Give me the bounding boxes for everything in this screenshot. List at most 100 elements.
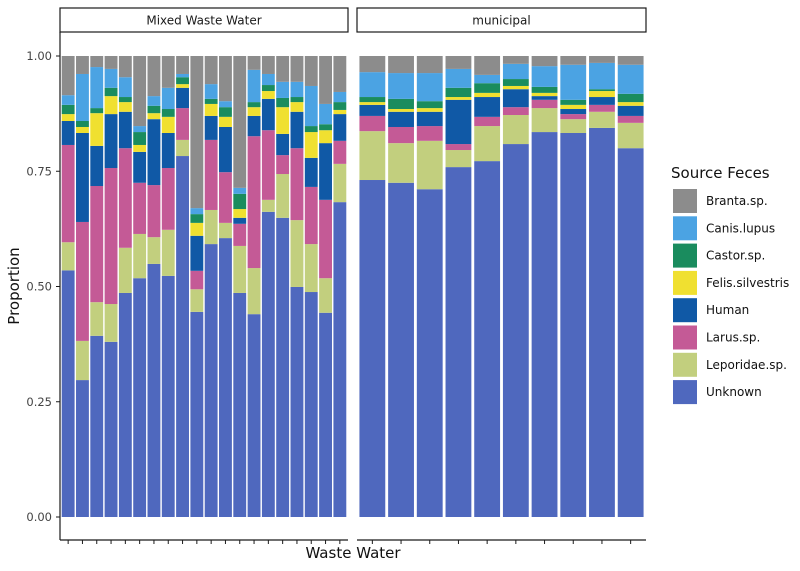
bar-stack <box>147 56 161 517</box>
bar-segment-felis-silvestris <box>233 209 247 218</box>
bar-segment-unknown <box>161 275 175 517</box>
bar-stack <box>589 56 615 518</box>
legend-key-castor-sp <box>673 243 697 268</box>
bar-segment-larus-sp <box>276 155 290 175</box>
bar-stack <box>261 56 275 517</box>
bar-segment-human <box>290 111 304 149</box>
bar-segment-human <box>61 121 75 145</box>
bar-segment-human <box>104 114 118 169</box>
bar-segment-castor-sp <box>560 99 587 105</box>
bar-segment-canis-lupus <box>474 74 501 84</box>
bar-segment-branta-sp <box>589 56 615 63</box>
bar-segment-leporidae-sp <box>502 115 529 145</box>
bar-segment-leporidae-sp <box>90 302 104 336</box>
bar-segment-human <box>147 119 161 186</box>
bar-segment-larus-sp <box>531 99 558 109</box>
bar-segment-canis-lupus <box>589 62 615 90</box>
bar-segment-unknown <box>118 292 132 517</box>
bar-segment-unknown <box>474 161 501 518</box>
bar-segment-human <box>445 99 472 145</box>
bar-segment-human <box>261 98 275 131</box>
bar-segment-human <box>190 235 204 271</box>
bar-stack <box>76 56 89 517</box>
bar-segment-human <box>617 105 644 116</box>
bar-segment-larus-sp <box>319 199 332 279</box>
bar-segment-human <box>247 115 261 137</box>
bar-segment-leporidae-sp <box>531 108 558 133</box>
bar-segment-castor-sp <box>161 109 175 117</box>
bar-segment-castor-sp <box>388 98 414 110</box>
bar-segment-branta-sp <box>474 56 501 75</box>
bar-segment-branta-sp <box>247 56 261 70</box>
bar-segment-canis-lupus <box>133 126 147 133</box>
y-ticks: 0.00 0.25 0.50 0.75 1.00 <box>26 49 60 524</box>
bar-segment-felis-silvestris <box>304 132 318 158</box>
bar-segment-unknown <box>104 341 118 517</box>
bar-segment-unknown <box>247 314 261 517</box>
bar-segment-leporidae-sp <box>233 245 247 293</box>
bar-segment-human <box>304 157 318 187</box>
bar-segment-castor-sp <box>104 87 118 97</box>
bar-segment-leporidae-sp <box>161 229 175 276</box>
bar-segment-leporidae-sp <box>333 163 347 203</box>
bar-segment-felis-silvestris <box>219 116 232 127</box>
legend-label: Felis.silvestris <box>706 276 789 290</box>
bar-segment-leporidae-sp <box>118 247 132 293</box>
bar-segment-branta-sp <box>502 56 529 64</box>
bar-segment-human <box>204 115 218 140</box>
bar-segment-leporidae-sp <box>589 111 615 128</box>
bar-segment-unknown <box>133 278 147 517</box>
bar-segment-leporidae-sp <box>76 340 89 381</box>
bar-segment-branta-sp <box>61 56 75 96</box>
bar-stack <box>319 56 332 517</box>
bar-stack <box>118 56 132 517</box>
x-axis-title: Waste Water <box>305 544 401 562</box>
bar-stack <box>190 56 204 517</box>
bar-segment-canis-lupus <box>617 64 644 94</box>
bar-stack <box>304 56 318 517</box>
legend-key-unknown <box>673 380 697 405</box>
bar-segment-canis-lupus <box>247 69 261 103</box>
bar-segment-felis-silvestris <box>204 103 218 116</box>
bar-segment-felis-silvestris <box>61 114 75 122</box>
bar-segment-unknown <box>502 144 529 518</box>
bar-segment-felis-silvestris <box>76 126 89 133</box>
bar-segment-leporidae-sp <box>617 122 644 149</box>
bar-stack <box>104 56 118 517</box>
bar-segment-canis-lupus <box>90 67 104 109</box>
bar-segment-castor-sp <box>531 86 558 93</box>
bar-segment-canis-lupus <box>76 73 89 121</box>
bar-segment-canis-lupus <box>445 68 472 88</box>
bar-segment-unknown <box>61 270 75 517</box>
bar-segment-canis-lupus <box>190 208 204 215</box>
bar-segment-larus-sp <box>219 172 232 223</box>
bar-segment-leporidae-sp <box>104 304 118 342</box>
bar-segment-castor-sp <box>176 77 189 85</box>
bar-segment-unknown <box>219 238 232 517</box>
facet-label: Mixed Waste Water <box>146 14 261 28</box>
bar-segment-leporidae-sp <box>276 174 290 218</box>
bar-segment-felis-silvestris <box>388 109 414 112</box>
bar-segment-leporidae-sp <box>290 220 304 287</box>
bar-segment-larus-sp <box>261 130 275 200</box>
bar-segment-leporidae-sp <box>219 222 232 239</box>
bar-stack <box>61 56 75 517</box>
bar-segment-leporidae-sp <box>416 140 443 190</box>
bar-segment-human <box>502 89 529 108</box>
bar-segment-felis-silvestris <box>176 84 189 88</box>
bar-segment-branta-sp <box>190 56 204 209</box>
bar-segment-canis-lupus <box>261 73 275 86</box>
bar-stack <box>445 56 472 517</box>
bar-segment-canis-lupus <box>233 187 247 194</box>
bar-segment-unknown <box>204 244 218 517</box>
bar-segment-branta-sp <box>416 56 443 74</box>
bar-stack <box>204 56 218 517</box>
bar-segment-castor-sp <box>133 132 147 145</box>
bar-segment-branta-sp <box>276 56 290 82</box>
legend-label: Unknown <box>706 385 762 399</box>
bar-segment-human <box>219 126 232 173</box>
bar-segment-unknown <box>617 148 644 517</box>
bar-segment-human <box>233 217 247 224</box>
bar-segment-human <box>416 111 443 127</box>
bar-stack <box>531 56 558 517</box>
